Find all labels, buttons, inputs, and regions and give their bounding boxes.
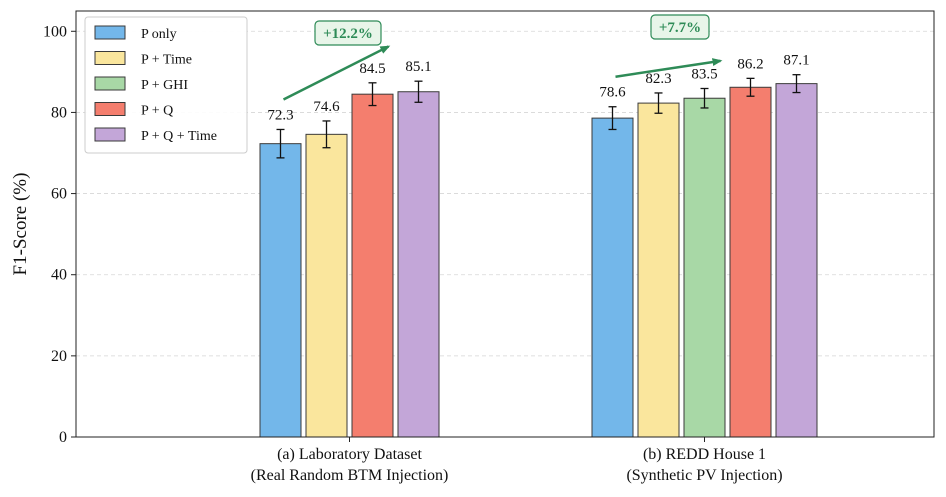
annotation-label: +7.7% xyxy=(659,20,701,36)
annotation-label: +12.2% xyxy=(323,26,373,42)
annotations: +12.2% +7.7% xyxy=(282,14,723,101)
plot-frame xyxy=(75,10,935,438)
bar xyxy=(775,83,818,438)
bar-value-label: 86.2 xyxy=(737,56,763,72)
legend-swatch xyxy=(94,76,126,91)
bar xyxy=(637,102,680,438)
x-category-label-line2: (Synthetic PV Injection) xyxy=(626,467,782,484)
y-axis-label: F1-Score (%) xyxy=(10,173,31,276)
bar-value-label: 84.5 xyxy=(359,61,385,77)
legend-label: P only xyxy=(141,27,177,42)
bar xyxy=(305,133,348,438)
bar xyxy=(397,91,440,438)
improvement-arrow xyxy=(282,45,391,101)
bar-value-label: 82.3 xyxy=(645,71,671,87)
y-tick-label: 20 xyxy=(51,348,67,365)
legend-swatch xyxy=(94,127,126,142)
bar xyxy=(729,86,772,438)
x-category-label-line1: (a) Laboratory Dataset xyxy=(277,446,422,463)
y-tick-label: 40 xyxy=(51,267,67,284)
improvement-arrow xyxy=(615,58,723,78)
bar-value-label: 78.6 xyxy=(599,85,626,101)
y-tick-label: 0 xyxy=(59,429,67,446)
bar xyxy=(683,97,726,438)
legend-label: P + Q xyxy=(141,104,173,119)
bar-value-label: 87.1 xyxy=(783,53,809,69)
legend: P only P + Time P + GHI P + Q P + Q + Time xyxy=(84,16,248,154)
legend-swatch xyxy=(94,51,126,65)
y-tick-label: 100 xyxy=(43,23,67,40)
bar xyxy=(259,143,302,438)
annotation-badge xyxy=(650,14,710,40)
bar xyxy=(591,117,634,438)
bar-value-label: 85.1 xyxy=(405,59,431,75)
bar xyxy=(351,93,394,438)
legend-swatch xyxy=(94,102,126,116)
bar-value-label: 74.6 xyxy=(313,99,340,115)
y-tick-label: 60 xyxy=(51,186,67,203)
legend-label: P + GHI xyxy=(141,78,188,93)
legend-label: P + Q + Time xyxy=(141,129,217,144)
x-category-label-line1: (b) REDD House 1 xyxy=(643,446,766,463)
bar-value-label: 72.3 xyxy=(267,107,293,123)
legend-label: P + Time xyxy=(141,53,192,68)
y-axis-ticks: 0 20 40 60 80 100 xyxy=(43,23,76,446)
legend-swatch xyxy=(94,25,126,40)
x-axis-category-labels: (a) Laboratory Dataset (Real Random BTM I… xyxy=(251,437,783,484)
x-category-label-line2: (Real Random BTM Injection) xyxy=(251,467,449,484)
bar-value-label: 83.5 xyxy=(691,66,717,82)
bars: 72.3 74.6 84.5 85.1 78.6 82.3 83.5 86.2 87.1 xyxy=(259,53,818,438)
y-tick-label: 80 xyxy=(51,104,67,121)
annotation-badge xyxy=(314,20,382,46)
